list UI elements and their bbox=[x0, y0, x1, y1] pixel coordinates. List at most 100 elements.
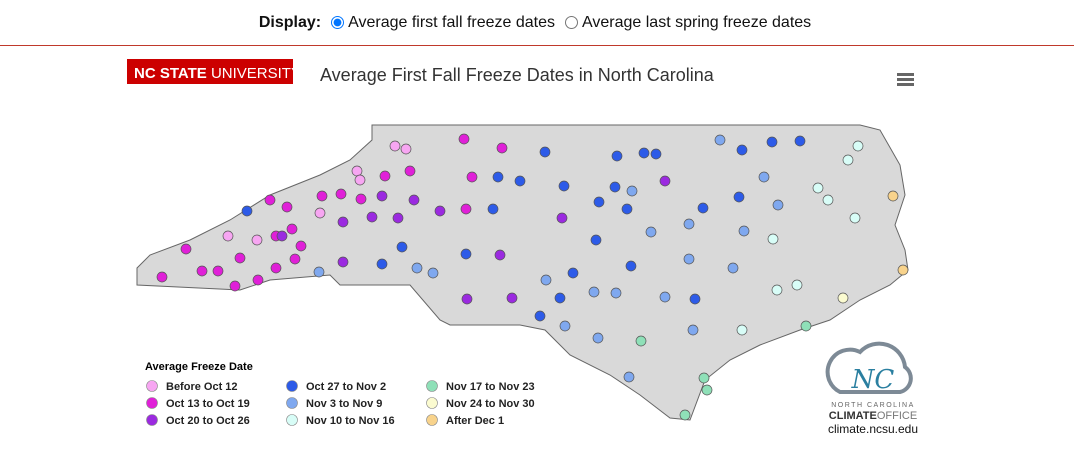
station-dot bbox=[251, 234, 263, 246]
radio-option[interactable]: Average last spring freeze dates bbox=[565, 14, 811, 32]
station-dot bbox=[539, 146, 551, 158]
legend-label: Nov 24 to Nov 30 bbox=[446, 398, 535, 410]
legend-label: Oct 20 to Oct 26 bbox=[166, 415, 250, 427]
legend-title: Average Freeze Date bbox=[145, 361, 253, 373]
legend-swatch bbox=[426, 414, 438, 426]
station-dot bbox=[736, 324, 748, 336]
station-dot bbox=[286, 223, 298, 235]
legend-label: Before Oct 12 bbox=[166, 381, 238, 393]
logo-url: climate.ncsu.edu bbox=[828, 422, 918, 436]
station-dot bbox=[701, 384, 713, 396]
station-dot bbox=[408, 194, 420, 206]
station-dot bbox=[679, 409, 691, 421]
station-dot bbox=[772, 199, 784, 211]
state-outline bbox=[136, 124, 909, 421]
station-dot bbox=[316, 190, 328, 202]
station-dot bbox=[540, 274, 552, 286]
station-dot bbox=[887, 190, 899, 202]
svg-text:NC: NC bbox=[851, 365, 895, 395]
station-dot bbox=[276, 230, 288, 242]
station-dot bbox=[559, 320, 571, 332]
station-dot bbox=[659, 291, 671, 303]
station-dot bbox=[590, 234, 602, 246]
station-dot bbox=[659, 175, 671, 187]
station-dot bbox=[635, 335, 647, 347]
display-label: Display: bbox=[258, 13, 322, 31]
station-dot bbox=[771, 284, 783, 296]
station-dot bbox=[487, 203, 499, 215]
station-dot bbox=[592, 332, 604, 344]
station-dot bbox=[514, 175, 526, 187]
station-dot bbox=[738, 225, 750, 237]
station-dot bbox=[264, 194, 276, 206]
station-dot bbox=[427, 267, 439, 279]
station-dot bbox=[252, 274, 264, 286]
station-dot bbox=[791, 279, 803, 291]
station-dot bbox=[554, 292, 566, 304]
station-dot bbox=[234, 252, 246, 264]
logo-line2: CLIMATEOFFICE bbox=[829, 410, 917, 422]
station-dot bbox=[289, 253, 301, 265]
station-dot bbox=[609, 181, 621, 193]
menu-icon[interactable] bbox=[897, 73, 914, 86]
legend: Before Oct 12 Oct 13 to Oct 19 Oct 20 to O… bbox=[146, 380, 535, 427]
brand-light: UNIVERSITY bbox=[211, 65, 301, 82]
station-dot bbox=[727, 262, 739, 274]
station-dot bbox=[376, 190, 388, 202]
station-dot bbox=[698, 372, 710, 384]
station-dot bbox=[626, 185, 638, 197]
station-dot bbox=[812, 182, 824, 194]
station-dot bbox=[650, 148, 662, 160]
display-bar: Display: Average first fall freeze dates… bbox=[0, 0, 1074, 46]
station-dot bbox=[460, 248, 472, 260]
station-dot bbox=[689, 293, 701, 305]
radio[interactable] bbox=[331, 16, 345, 29]
radio[interactable] bbox=[565, 16, 578, 29]
station-dot bbox=[314, 207, 326, 219]
station-dot bbox=[714, 134, 726, 146]
station-dot bbox=[434, 205, 446, 217]
station-dot bbox=[389, 140, 401, 152]
legend-swatch bbox=[286, 397, 298, 409]
station-dot bbox=[558, 180, 570, 192]
station-dot bbox=[822, 194, 834, 206]
radio-option[interactable]: Average first fall freeze dates bbox=[331, 14, 555, 32]
station-dot bbox=[496, 142, 508, 154]
legend-label: Oct 13 to Oct 19 bbox=[166, 398, 250, 410]
legend-label: After Dec 1 bbox=[446, 415, 504, 427]
station-dot bbox=[800, 320, 812, 332]
brand-bold: NC STATE bbox=[134, 65, 207, 82]
station-dot bbox=[610, 287, 622, 299]
station-dot bbox=[354, 174, 366, 186]
station-dot bbox=[621, 203, 633, 215]
station-dot bbox=[404, 165, 416, 177]
station-dot bbox=[376, 258, 388, 270]
station-dot bbox=[625, 260, 637, 272]
station-dot bbox=[466, 171, 478, 183]
station-dot bbox=[180, 243, 192, 255]
station-dot bbox=[355, 193, 367, 205]
logo-climate: CLIMATE bbox=[829, 410, 877, 422]
station-dot bbox=[379, 170, 391, 182]
station-dot bbox=[411, 262, 423, 274]
station-dot bbox=[396, 241, 408, 253]
station-dot bbox=[766, 136, 778, 148]
radio-label[interactable]: Average last spring freeze dates bbox=[582, 13, 812, 31]
legend-swatch bbox=[286, 414, 298, 426]
station-dot bbox=[506, 292, 518, 304]
station-dot bbox=[313, 266, 325, 278]
station-dot bbox=[683, 253, 695, 265]
station-dot bbox=[222, 230, 234, 242]
station-dot bbox=[156, 271, 168, 283]
logo-office: OFFICE bbox=[877, 410, 917, 422]
station-dot bbox=[270, 262, 282, 274]
legend-label: Nov 17 to Nov 23 bbox=[446, 381, 535, 393]
station-dot bbox=[687, 324, 699, 336]
station-dot bbox=[534, 310, 546, 322]
station-dot bbox=[897, 264, 909, 276]
station-dot bbox=[460, 203, 472, 215]
station-dot bbox=[588, 286, 600, 298]
station-dot bbox=[281, 201, 293, 213]
radio-label[interactable]: Average first fall freeze dates bbox=[348, 13, 555, 31]
